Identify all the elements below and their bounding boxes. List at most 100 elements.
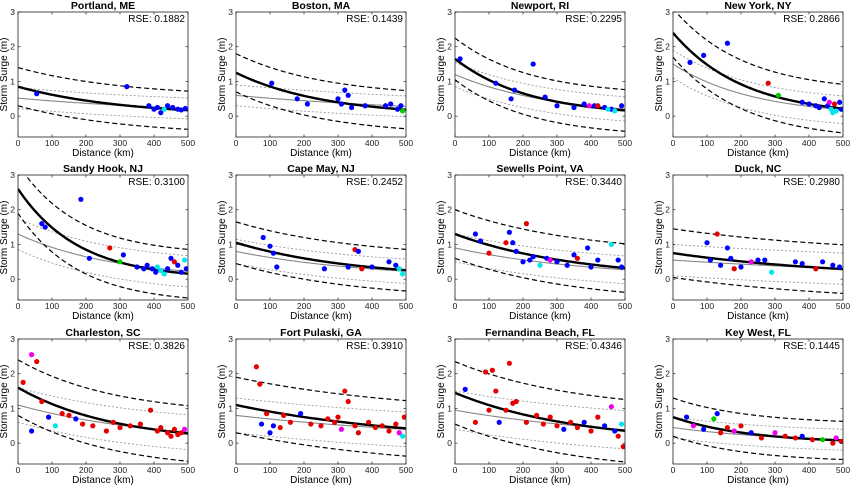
- panel: 0 100 200 300 400 500 0 1 2 3 Cape May, NJ RSE: 0.2…: [217, 163, 413, 322]
- data-point: [542, 94, 548, 100]
- x-tick-label: 100: [700, 138, 714, 148]
- x-axis-label: Distance (km): [290, 475, 352, 486]
- data-point: [158, 424, 164, 431]
- x-tick-label: 300: [768, 138, 782, 148]
- data-point: [274, 264, 280, 270]
- plot-background: [673, 339, 843, 464]
- data-point: [269, 80, 275, 86]
- data-point: [342, 87, 348, 93]
- x-tick-label: 300: [331, 301, 345, 311]
- x-axis-label: Distance (km): [509, 311, 571, 322]
- data-point: [813, 266, 819, 272]
- x-tick-label: 200: [297, 138, 311, 148]
- data-points: [269, 80, 406, 114]
- panel: 0 100 200 300 400 500 0 1 2 3 Key West, FL RSE: 0.1…: [654, 327, 850, 486]
- x-tick-label: 400: [802, 301, 816, 311]
- data-point: [149, 266, 155, 272]
- panel-title: Fernandina Beach, FL: [485, 327, 595, 339]
- x-tick-label: 400: [147, 138, 161, 148]
- data-point: [294, 96, 300, 102]
- gray-lower-band: [673, 275, 843, 285]
- x-tick-label: 200: [734, 301, 748, 311]
- x-tick-label: 100: [700, 301, 714, 311]
- gray-lower-band: [455, 428, 625, 450]
- data-point: [277, 424, 283, 431]
- x-tick-label: 100: [45, 465, 59, 475]
- data-point: [612, 108, 618, 114]
- data-point: [355, 430, 361, 436]
- y-tick-label: 0: [10, 274, 15, 284]
- data-point: [731, 266, 737, 272]
- x-axis-label: Distance (km): [727, 148, 789, 159]
- data-point: [838, 106, 843, 112]
- y-axis-label: Storm Surge (m): [0, 38, 10, 112]
- data-point: [148, 407, 154, 413]
- gray-lower-band: [18, 421, 188, 451]
- gray-upper-band: [455, 61, 625, 98]
- upper-prediction-band: [236, 53, 406, 92]
- data-point: [486, 250, 492, 256]
- data-point: [124, 84, 130, 90]
- data-point: [127, 423, 133, 429]
- data-point: [42, 224, 48, 230]
- y-tick-label: 1: [10, 76, 15, 86]
- x-tick-label: 300: [768, 301, 782, 311]
- data-point: [769, 269, 775, 275]
- data-point: [161, 106, 167, 112]
- y-tick-label: 1: [447, 239, 452, 249]
- y-axis-label: Storm Surge (m): [217, 201, 228, 275]
- y-tick-label: 3: [447, 7, 452, 17]
- panel: 0 100 200 300 400 500 0 1 2 3 Charleston, SC RSE: 0…: [0, 327, 195, 486]
- rse-label: RSE: 0.1445: [783, 341, 840, 352]
- fit-line: [236, 241, 406, 272]
- lower-prediction-band: [673, 56, 843, 134]
- x-tick-label: 400: [365, 138, 379, 148]
- x-tick-label: 100: [263, 138, 277, 148]
- x-tick-label: 400: [802, 465, 816, 475]
- data-point: [830, 440, 836, 446]
- data-point: [267, 430, 273, 436]
- rse-label: RSE: 0.3826: [128, 341, 185, 352]
- data-point: [107, 245, 113, 251]
- data-point: [755, 257, 761, 263]
- data-point: [554, 103, 560, 109]
- x-tick-label: 400: [584, 465, 598, 475]
- x-tick-label: 200: [516, 301, 530, 311]
- data-point: [287, 419, 293, 425]
- fit-line: [455, 391, 625, 432]
- x-axis-label: Distance (km): [727, 311, 789, 322]
- data-point: [830, 262, 836, 268]
- data-point: [66, 412, 72, 418]
- data-point: [396, 266, 402, 272]
- data-point: [170, 104, 176, 111]
- data-point: [158, 267, 164, 274]
- data-point: [175, 262, 181, 268]
- data-point: [321, 266, 327, 272]
- y-tick-label: 0: [228, 274, 233, 284]
- x-tick-label: 100: [482, 465, 496, 475]
- y-tick-label: 1: [10, 239, 15, 249]
- data-point: [39, 221, 45, 227]
- data-points: [462, 360, 625, 450]
- data-point: [684, 414, 690, 420]
- x-tick-label: 500: [181, 301, 195, 311]
- data-point: [820, 437, 826, 443]
- data-point: [281, 412, 287, 418]
- data-points: [684, 411, 843, 446]
- data-point: [619, 264, 625, 270]
- data-point: [318, 423, 324, 429]
- y-tick-label: 1: [447, 76, 452, 86]
- data-point: [477, 238, 484, 244]
- x-tick-label: 400: [365, 301, 379, 311]
- data-point: [308, 421, 314, 427]
- data-point: [511, 87, 518, 93]
- gray-lower-band: [673, 77, 843, 125]
- x-tick-label: 100: [482, 138, 496, 148]
- plot-background: [455, 175, 625, 300]
- x-tick-label: 300: [550, 138, 564, 148]
- x-tick-label: 500: [836, 465, 850, 475]
- gray-upper-band: [236, 84, 406, 97]
- data-point: [523, 419, 530, 425]
- x-tick-label: 300: [113, 301, 127, 311]
- data-point: [366, 419, 372, 425]
